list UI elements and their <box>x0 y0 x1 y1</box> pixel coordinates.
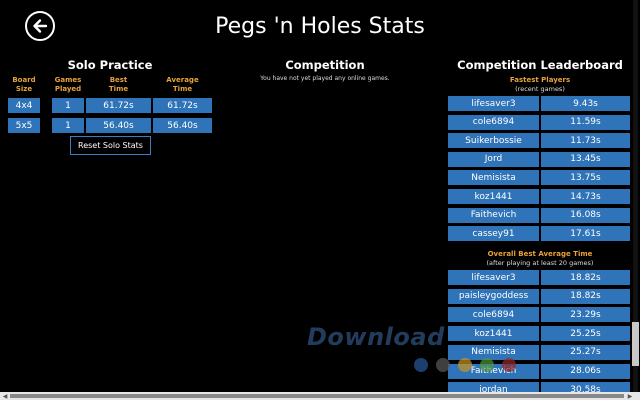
reset-solo-stats-button[interactable]: Reset Solo Stats <box>70 136 151 155</box>
solo-column-header: Board Size <box>12 76 36 93</box>
list-item: Faithevich 16.08s <box>0 207 640 223</box>
table-cell: 61.72s <box>153 98 212 113</box>
competition-section-title: Competition <box>285 58 365 72</box>
fastest-heading: Fastest Players <box>509 76 571 84</box>
scrollbar-thumb[interactable] <box>632 322 639 366</box>
player-name: lifesaver3 <box>448 270 539 285</box>
solo-column-header: Average Time <box>166 76 199 93</box>
player-time: 28.06s <box>541 363 630 379</box>
player-name: Nemisista <box>448 170 539 186</box>
scroll-right-icon[interactable]: ▶ <box>627 392 633 400</box>
back-arrow-icon <box>33 19 48 33</box>
list-item: Nemisista 13.75s <box>0 170 640 186</box>
list-item: lifesaver3 18.82s <box>0 270 640 285</box>
player-time: 13.75s <box>541 170 630 186</box>
player-name: cole6894 <box>448 114 539 130</box>
list-item: paisleygoddess 18.82s <box>0 288 640 304</box>
average-heading: Overall Best Average Time <box>487 250 593 258</box>
player-time: 25.27s <box>541 344 630 360</box>
player-time: 25.25s <box>541 326 630 342</box>
player-name: koz1441 <box>448 189 539 204</box>
watermark-dot <box>458 358 472 372</box>
watermark-dot <box>414 358 428 372</box>
table-cell: 1 <box>52 118 84 133</box>
list-item: Suikerbossie 11.73s <box>0 133 640 149</box>
average-subheading: (after playing at least 20 games) <box>486 259 594 267</box>
scroll-left-icon[interactable]: ◀ <box>2 392 8 400</box>
player-time: 11.73s <box>541 133 630 149</box>
watermark: Download <box>307 323 445 351</box>
player-time: 14.73s <box>541 189 630 204</box>
player-name: cole6894 <box>448 307 539 323</box>
player-name: lifesaver3 <box>448 96 539 111</box>
player-time: 23.29s <box>541 307 630 323</box>
table-cell: 56.40s <box>153 118 212 133</box>
player-name: Jord <box>448 151 539 167</box>
watermark-dot <box>502 358 516 372</box>
player-time: 17.61s <box>541 226 630 242</box>
table-cell: 1 <box>52 98 84 113</box>
competition-note: You have not yet played any online games… <box>260 75 390 82</box>
player-time: 9.43s <box>541 96 630 111</box>
list-item: cassey91 17.61s <box>0 226 640 242</box>
list-item: lifesaver3 9.43s <box>0 96 640 111</box>
table-cell: 56.40s <box>86 118 151 133</box>
list-item: Faithevich 28.06s <box>0 363 640 379</box>
solo-section-title: Solo Practice <box>67 58 153 72</box>
player-time: 16.08s <box>541 207 630 223</box>
list-item: koz1441 25.25s <box>0 326 640 342</box>
list-item: cole6894 11.59s <box>0 114 640 130</box>
solo-column-header: Best Time <box>108 76 129 93</box>
table-cell: 61.72s <box>86 98 151 113</box>
fastest-subheading: (recent games) <box>515 85 565 93</box>
player-name: koz1441 <box>448 326 539 342</box>
player-name: Suikerbossie <box>448 133 539 149</box>
vertical-scrollbar[interactable] <box>631 0 640 392</box>
player-time: 13.45s <box>541 151 630 167</box>
player-name: Faithevich <box>448 207 539 223</box>
page-title: Pegs 'n Holes Stats <box>215 14 425 39</box>
player-name: cassey91 <box>448 226 539 242</box>
horizontal-scrollbar[interactable]: ◀ ▶ <box>0 392 640 400</box>
scrollbar-track <box>633 0 638 392</box>
player-time: 18.82s <box>541 270 630 285</box>
watermark-dot <box>480 358 494 372</box>
player-time: 11.59s <box>541 114 630 130</box>
table-row: 4x4 1 61.72s 61.72s <box>0 98 220 113</box>
list-item: cole6894 23.29s <box>0 307 640 323</box>
table-row: 5x5 1 56.40s 56.40s <box>0 118 220 133</box>
player-name: Nemisista <box>448 344 539 360</box>
list-item: koz1441 14.73s <box>0 189 640 204</box>
player-name: paisleygoddess <box>448 288 539 304</box>
table-cell: 4x4 <box>8 98 40 113</box>
back-button[interactable] <box>25 11 55 41</box>
leaderboard-section-title: Competition Leaderboard <box>457 58 623 72</box>
list-item: Jord 13.45s <box>0 151 640 167</box>
watermark-dot <box>436 358 450 372</box>
table-cell: 5x5 <box>8 118 40 133</box>
scrollbar-thumb[interactable] <box>10 394 624 398</box>
list-item: Nemisista 25.27s <box>0 344 640 360</box>
solo-column-header: Games Played <box>54 76 82 93</box>
player-time: 18.82s <box>541 288 630 304</box>
